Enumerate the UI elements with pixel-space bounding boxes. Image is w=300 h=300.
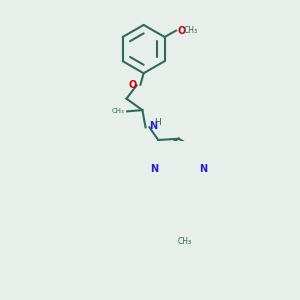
Text: CH₃: CH₃: [112, 108, 124, 114]
Text: N: N: [199, 164, 207, 174]
Text: N: N: [150, 164, 158, 174]
Text: O: O: [128, 80, 136, 90]
Text: CH₃: CH₃: [178, 237, 192, 246]
Text: CH₃: CH₃: [184, 26, 198, 34]
Text: N: N: [149, 121, 158, 131]
Text: O: O: [177, 26, 185, 36]
Text: H: H: [154, 118, 161, 127]
